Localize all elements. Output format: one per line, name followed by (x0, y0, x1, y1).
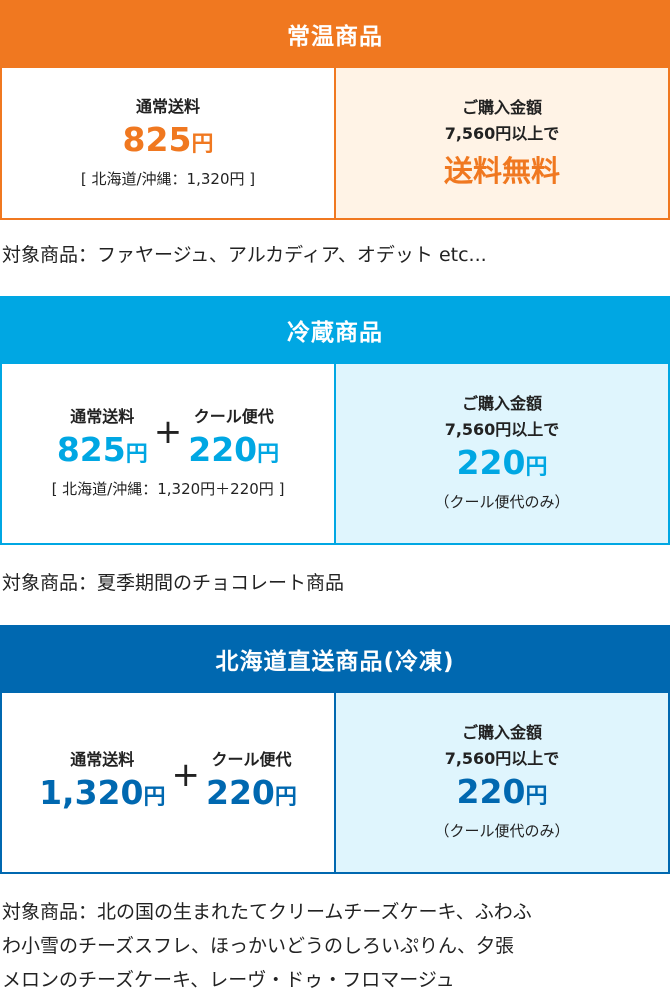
plus-sign: + (153, 411, 183, 452)
cool-fee-price: 220円 (206, 773, 297, 812)
condition-price: 220円 (456, 443, 548, 482)
normal-shipping-price: 825円 (56, 430, 148, 469)
normal-shipping-label: 通常送料 (135, 96, 200, 116)
target-products: 対象商品：夏季期間のチョコレート商品 (2, 572, 345, 594)
condition-label: ご購入金額 (461, 98, 542, 117)
condition-label: ご購入金額 (461, 723, 542, 742)
condition-amount: 7,560円以上で (444, 420, 560, 439)
condition-amount: 7,560円以上で (444, 124, 560, 143)
normal-shipping-label: 通常送料 (70, 407, 135, 426)
target-products: 対象商品：北の国の生まれたてクリームチーズケーキ、ふわふ わ小雪のチーズスフレ、… (2, 901, 532, 991)
normal-shipping-label: 通常送料 (70, 750, 135, 769)
target-products: 対象商品：ファヤージュ、アルカディア、オデット etc... (2, 244, 487, 266)
cool-fee-price: 220円 (188, 430, 280, 469)
normal-shipping-price: 825円 (122, 119, 214, 159)
section-title: 北海道直送商品(冷凍) (0, 625, 670, 693)
condition-label: ご購入金額 (461, 394, 542, 413)
condition-amount: 7,560円以上で (444, 749, 560, 768)
free-shipping: 送料無料 (443, 154, 560, 188)
section-frozen: 北海道直送商品(冷凍) 通常送料 1,320円 + クール便代 220円 ご購入金額… (0, 625, 670, 874)
section-ambient: 常温商品 通常送料 825円 [ 北海道/沖縄：1,320円 ] ご購入金額 7… (0, 0, 670, 220)
remote-area-note: [ 北海道/沖縄：1,320円 ] (80, 169, 256, 188)
section-title: 常温商品 (0, 0, 670, 68)
section-chilled: 冷蔵商品 通常送料 825円 + クール便代 220円 [ 北海道/沖縄：1,320… (0, 296, 670, 545)
section-title: 冷蔵商品 (0, 296, 670, 364)
cool-fee-label: クール便代 (193, 407, 274, 426)
condition-price: 220円 (456, 772, 548, 811)
condition-note: （クール便代のみ） (434, 493, 570, 511)
condition-note: （クール便代のみ） (434, 822, 570, 840)
cool-fee-label: クール便代 (211, 750, 292, 769)
plus-sign: + (171, 754, 201, 795)
remote-area-note: [ 北海道/沖縄：1,320円＋220円 ] (51, 480, 285, 498)
normal-shipping-price: 1,320円 (39, 773, 166, 812)
